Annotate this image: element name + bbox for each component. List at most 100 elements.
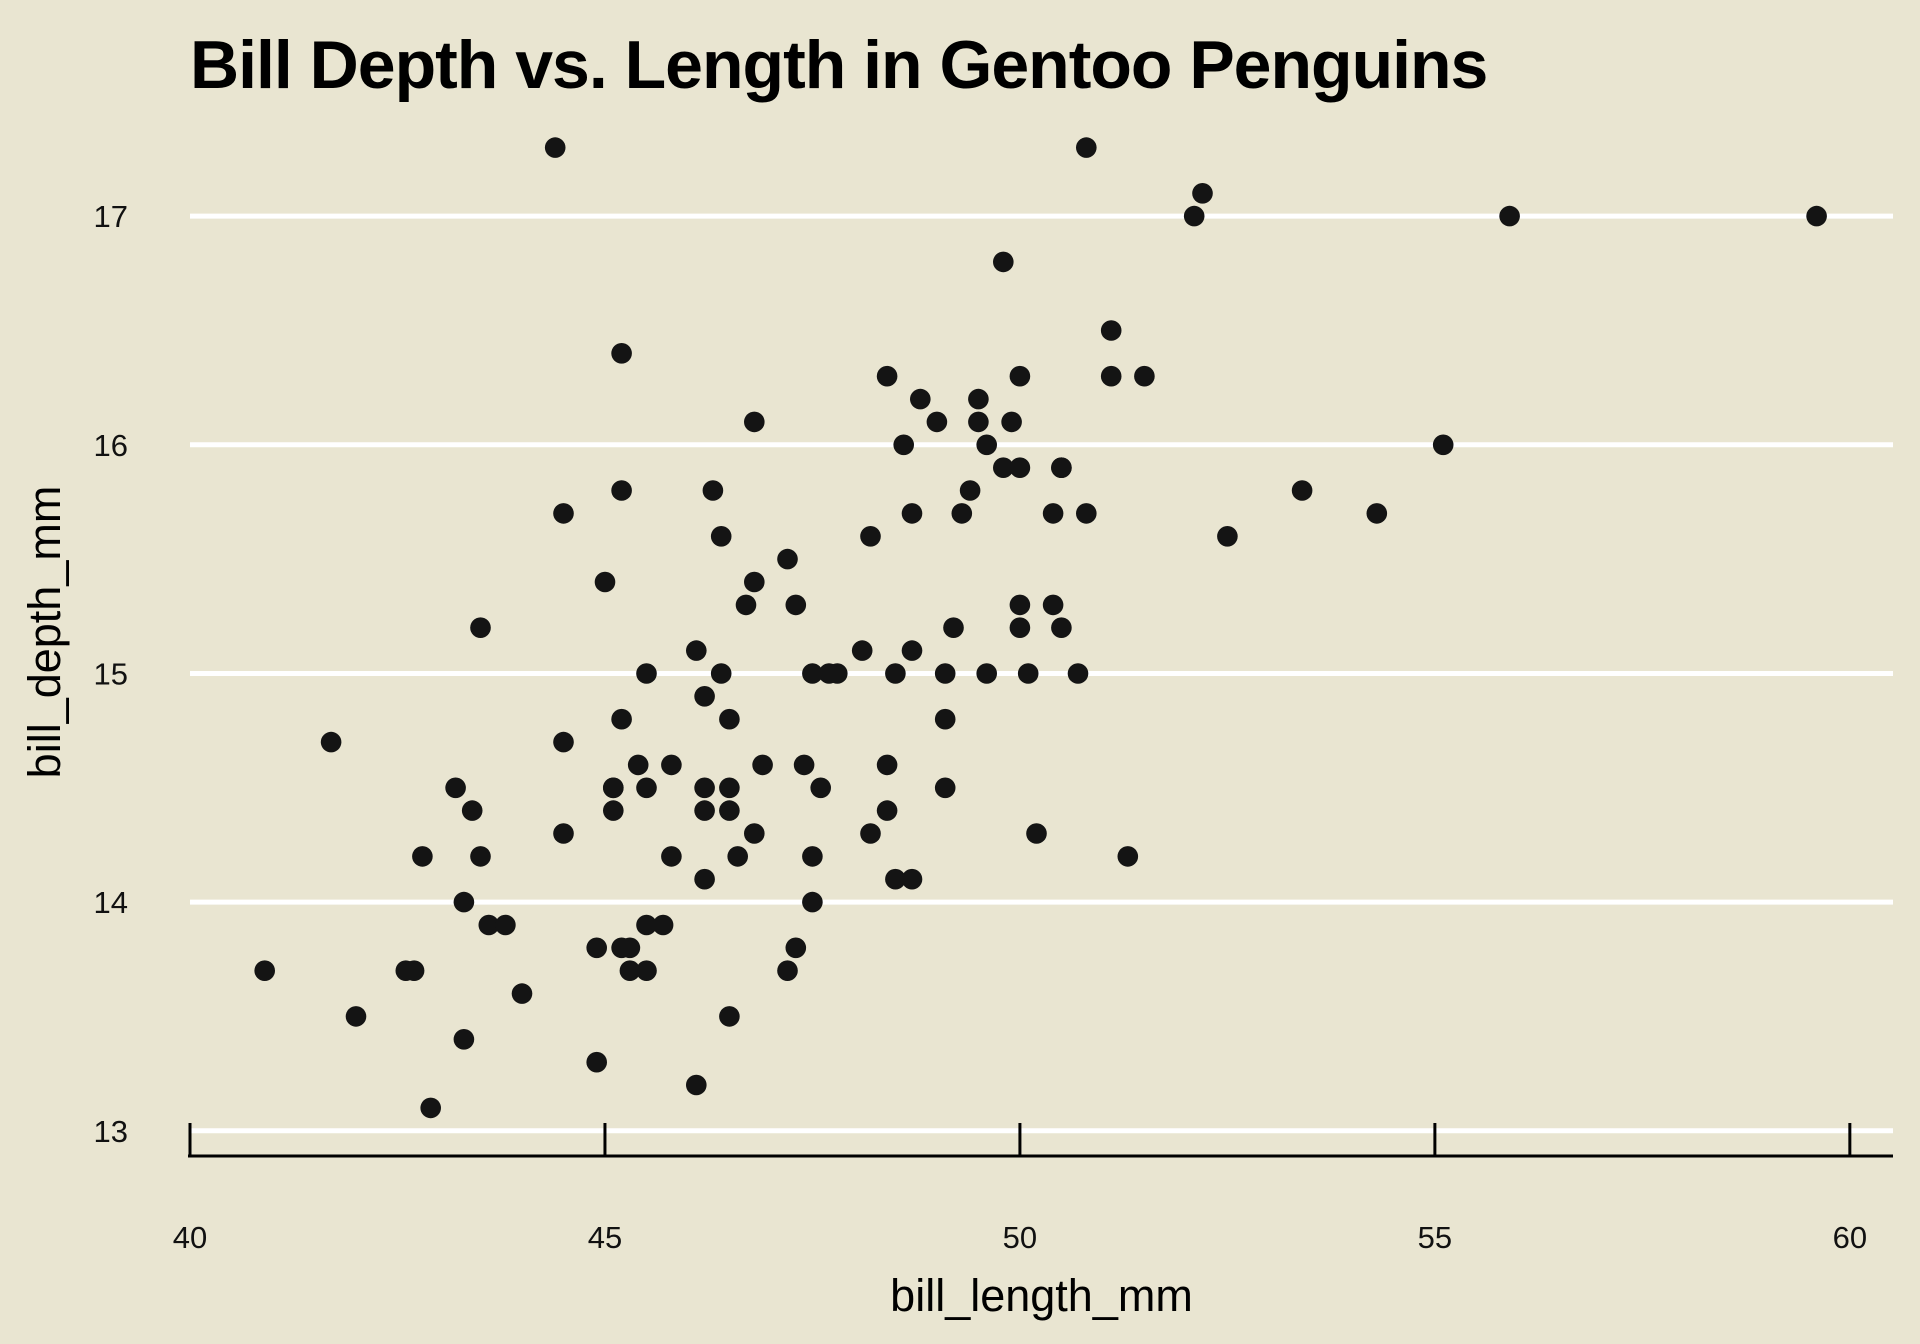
data-point: [802, 846, 823, 867]
y-tick-label: 14: [94, 885, 128, 920]
data-point: [785, 594, 807, 616]
data-point: [603, 800, 624, 821]
data-point: [951, 503, 973, 524]
data-point: [818, 663, 840, 684]
data-point: [686, 1074, 707, 1096]
data-point: [1117, 846, 1139, 867]
data-point: [611, 480, 632, 501]
data-point: [1134, 365, 1155, 387]
data-point: [993, 457, 1014, 479]
y-axis-label: bill_depth_mm: [19, 485, 70, 779]
data-point: [1366, 503, 1388, 524]
data-point: [810, 777, 831, 799]
data-point: [412, 846, 433, 867]
data-point: [959, 480, 981, 501]
data-point: [636, 914, 657, 936]
data-point: [719, 1006, 740, 1027]
data-point: [1076, 137, 1097, 158]
data-point: [976, 663, 997, 684]
data-point: [1291, 480, 1313, 501]
data-point: [1076, 503, 1097, 524]
data-point: [876, 365, 898, 387]
data-point: [910, 388, 931, 410]
data-point: [661, 846, 682, 867]
data-point: [968, 388, 989, 410]
data-point: [1432, 434, 1454, 456]
data-point: [934, 777, 956, 799]
x-tick-label: 40: [173, 1220, 207, 1255]
data-point: [636, 777, 657, 799]
data-point: [719, 800, 740, 821]
data-point: [553, 731, 574, 753]
data-point: [345, 1006, 367, 1027]
data-point: [802, 891, 823, 913]
data-point: [1100, 320, 1122, 341]
data-point: [694, 800, 715, 821]
data-point: [1806, 205, 1827, 227]
data-point: [636, 960, 657, 981]
data-point: [254, 960, 275, 981]
x-tick-label: 60: [1833, 1220, 1867, 1255]
data-point: [1009, 457, 1031, 479]
data-point: [752, 754, 773, 776]
data-point: [320, 731, 342, 753]
data-point: [594, 571, 616, 593]
data-point: [744, 571, 765, 593]
y-tick-label: 17: [94, 199, 128, 234]
data-point: [777, 960, 798, 981]
data-point: [993, 251, 1014, 273]
data-point: [470, 617, 491, 638]
data-point: [943, 617, 964, 638]
data-point: [403, 960, 425, 981]
x-axis-label: bill_length_mm: [890, 1270, 1193, 1321]
data-point: [1042, 594, 1064, 616]
data-point: [793, 754, 815, 776]
data-point: [1042, 503, 1064, 524]
data-point: [586, 1051, 607, 1073]
data-point: [1499, 205, 1520, 227]
data-point: [553, 503, 574, 524]
data-point: [885, 663, 906, 684]
data-point: [1009, 365, 1031, 387]
data-point: [710, 526, 732, 547]
data-point: [901, 503, 923, 524]
data-point: [1051, 457, 1072, 479]
data-point: [934, 708, 956, 730]
data-point: [1026, 823, 1047, 844]
data-point: [976, 434, 997, 456]
data-point: [860, 526, 881, 547]
data-point: [1051, 617, 1072, 638]
data-point: [901, 868, 923, 890]
data-point: [926, 411, 948, 433]
data-point: [744, 411, 765, 433]
data-point: [420, 1097, 442, 1119]
data-point: [719, 777, 740, 799]
y-tick-label: 16: [94, 428, 128, 463]
data-point: [603, 777, 624, 799]
data-point: [702, 480, 724, 501]
data-point: [453, 1029, 475, 1050]
data-point: [885, 868, 906, 890]
data-point: [470, 846, 491, 867]
data-point: [611, 708, 632, 730]
data-point: [893, 434, 914, 456]
data-point: [1192, 183, 1213, 204]
data-point: [802, 663, 823, 684]
data-point: [611, 343, 632, 364]
data-point: [511, 983, 533, 1004]
data-point: [627, 754, 649, 776]
data-point: [461, 800, 483, 821]
data-point: [611, 937, 632, 959]
data-point: [744, 823, 765, 844]
y-tick-label: 15: [94, 656, 128, 691]
data-point: [851, 640, 873, 661]
data-point: [876, 754, 898, 776]
data-point: [1001, 411, 1022, 433]
data-point: [586, 937, 607, 959]
data-point: [661, 754, 682, 776]
data-point: [495, 914, 516, 936]
y-tick-label: 13: [94, 1114, 128, 1149]
data-point: [544, 137, 566, 158]
data-point: [636, 663, 657, 684]
